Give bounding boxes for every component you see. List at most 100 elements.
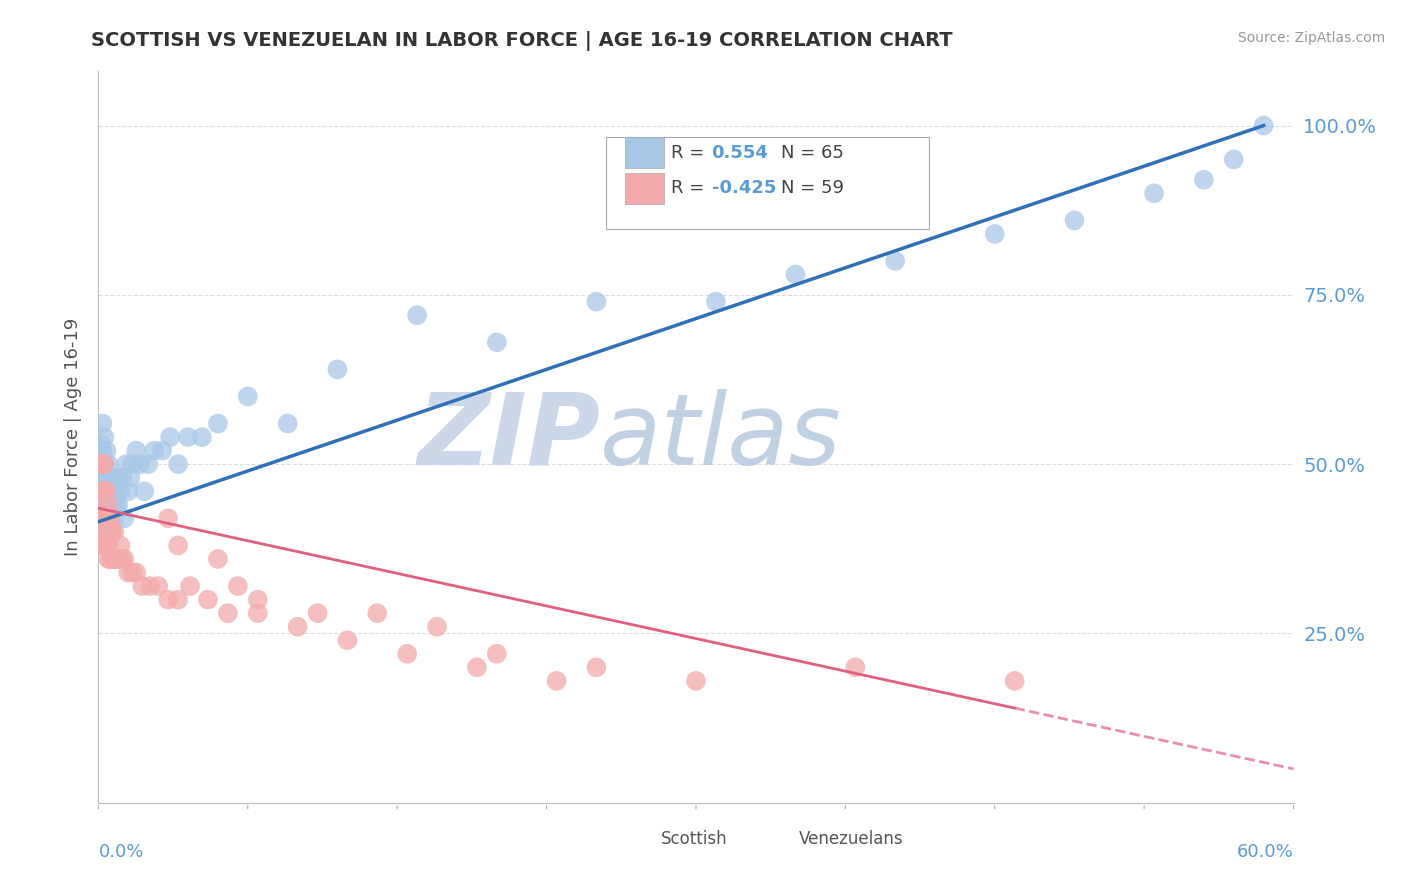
Text: SCOTTISH VS VENEZUELAN IN LABOR FORCE | AGE 16-19 CORRELATION CHART: SCOTTISH VS VENEZUELAN IN LABOR FORCE | … <box>91 31 953 51</box>
Point <box>89 524 111 539</box>
Point <box>157 511 180 525</box>
Point <box>97 538 120 552</box>
Point <box>110 484 132 499</box>
Point <box>93 484 115 499</box>
Point <box>120 471 142 485</box>
Point <box>207 552 229 566</box>
Point <box>105 498 128 512</box>
Point <box>785 268 807 282</box>
Point <box>121 457 143 471</box>
Point <box>107 498 129 512</box>
Point <box>101 471 124 485</box>
Point <box>91 417 114 431</box>
Point <box>465 660 488 674</box>
Point <box>101 552 124 566</box>
Point <box>121 566 143 580</box>
Text: Venezuelans: Venezuelans <box>799 830 904 848</box>
Point <box>336 633 359 648</box>
Point <box>685 673 707 688</box>
Point <box>97 524 120 539</box>
Point <box>1253 119 1275 133</box>
Point <box>159 430 181 444</box>
Point <box>97 511 120 525</box>
Point <box>326 362 349 376</box>
Text: R =: R = <box>671 144 710 161</box>
Point <box>89 437 111 451</box>
Point <box>96 538 118 552</box>
Point <box>93 430 115 444</box>
Point <box>366 606 388 620</box>
Point <box>107 552 129 566</box>
Point <box>277 417 299 431</box>
Point <box>287 620 309 634</box>
Text: Scottish: Scottish <box>661 830 728 848</box>
Point <box>139 579 162 593</box>
Point <box>177 430 200 444</box>
Point <box>96 498 118 512</box>
Point <box>97 498 120 512</box>
FancyBboxPatch shape <box>606 137 929 228</box>
Point <box>207 417 229 431</box>
Point <box>485 647 508 661</box>
Point <box>89 457 111 471</box>
Point <box>91 471 114 485</box>
Point <box>105 552 128 566</box>
Point <box>89 484 111 499</box>
Point <box>101 524 124 539</box>
Point <box>91 524 114 539</box>
Point <box>129 457 152 471</box>
Point <box>91 538 114 552</box>
Point <box>134 484 156 499</box>
Point <box>93 511 115 525</box>
Point <box>98 511 122 525</box>
Point <box>136 457 159 471</box>
Point <box>426 620 449 634</box>
Point <box>111 552 134 566</box>
FancyBboxPatch shape <box>616 825 654 855</box>
Point <box>191 430 214 444</box>
Point <box>91 498 114 512</box>
Point <box>93 511 115 525</box>
Point <box>93 538 115 552</box>
FancyBboxPatch shape <box>754 825 792 855</box>
Point <box>117 566 139 580</box>
Point <box>585 294 607 309</box>
Point <box>179 579 201 593</box>
Point <box>167 538 190 552</box>
Point <box>97 457 120 471</box>
Point <box>97 484 120 499</box>
Point <box>125 566 148 580</box>
Point <box>485 335 508 350</box>
Text: ZIP: ZIP <box>418 389 600 485</box>
Point <box>89 505 111 519</box>
Point <box>1192 172 1215 186</box>
Text: atlas: atlas <box>600 389 842 485</box>
Point <box>96 524 118 539</box>
Point <box>984 227 1007 241</box>
Point <box>112 552 135 566</box>
Point <box>103 552 125 566</box>
Point <box>98 552 122 566</box>
Point <box>396 647 419 661</box>
Point <box>91 511 114 525</box>
Text: N = 65: N = 65 <box>780 144 844 161</box>
Point <box>111 471 134 485</box>
Point <box>1004 673 1026 688</box>
Point <box>91 484 114 499</box>
Point <box>1223 153 1246 167</box>
Point <box>93 457 115 471</box>
Point <box>96 471 118 485</box>
Point <box>307 606 329 620</box>
Point <box>103 511 125 525</box>
Point <box>236 389 259 403</box>
Point <box>96 443 118 458</box>
Text: 60.0%: 60.0% <box>1237 843 1294 861</box>
Text: N = 59: N = 59 <box>780 179 844 197</box>
Point <box>89 484 111 499</box>
Point <box>96 511 118 525</box>
Text: Source: ZipAtlas.com: Source: ZipAtlas.com <box>1237 31 1385 45</box>
Point <box>98 484 122 499</box>
Point <box>246 606 269 620</box>
Point <box>98 511 122 525</box>
Point <box>246 592 269 607</box>
